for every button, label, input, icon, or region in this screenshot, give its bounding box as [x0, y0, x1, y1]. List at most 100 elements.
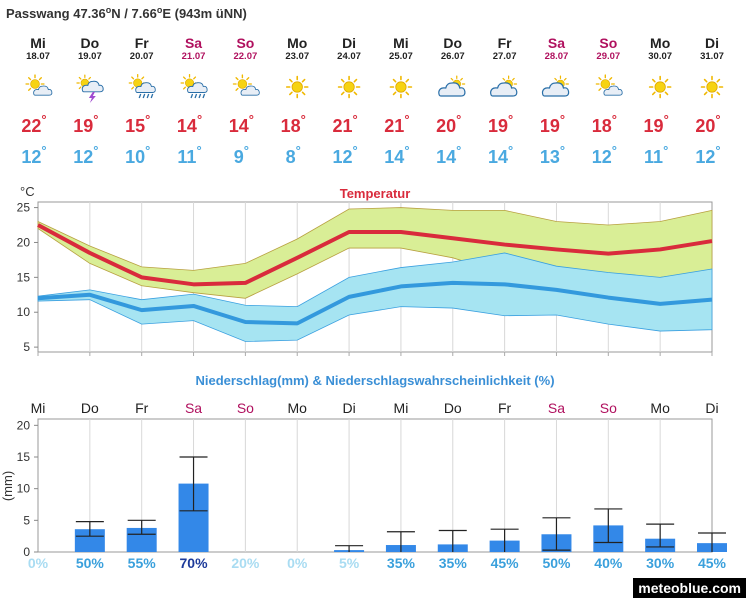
- precipitation-plot-area: [37, 418, 713, 553]
- precipitation-chart: Niederschlag(mm) & Niederschlagswahrsche…: [0, 373, 727, 571]
- day-date: 28.07: [545, 51, 569, 62]
- precipitation-tick-label: 15: [17, 450, 31, 464]
- day-date: 21.07: [182, 51, 206, 62]
- precipitation-probability: 45%: [491, 555, 520, 571]
- max-temp: 19°: [73, 112, 98, 136]
- precipitation-error-bar: [542, 517, 571, 551]
- min-temperature-line: [37, 280, 713, 326]
- precipitation-day-label: So: [600, 400, 617, 416]
- min-temp: 14°: [384, 143, 409, 167]
- max-temp: 14°: [229, 112, 254, 136]
- temperature-tick-label: 15: [17, 270, 31, 284]
- precipitation-tick-label: 20: [17, 418, 31, 432]
- precipitation-chart-title: Niederschlag(mm) & Niederschlagswahrsche…: [195, 373, 554, 388]
- min-temp: 13°: [540, 143, 565, 167]
- precipitation-day-label: Sa: [185, 400, 202, 416]
- cloud-icon: [490, 75, 518, 97]
- precipitation-probability: 5%: [339, 555, 360, 571]
- precipitation-day-label: Do: [81, 400, 99, 416]
- max-temp: 19°: [488, 112, 513, 136]
- sun-cloud-icon: [595, 74, 623, 96]
- min-temperature-band: [37, 252, 713, 342]
- min-temp: 9°: [234, 143, 249, 167]
- precipitation-probability: 50%: [76, 555, 105, 571]
- day-date: 18.07: [26, 51, 50, 62]
- precipitation-day-label: Fr: [498, 400, 512, 416]
- min-temp: 11°: [177, 143, 201, 167]
- cloud-icon: [541, 75, 570, 97]
- min-temp: 8°: [286, 143, 301, 167]
- day-name: Mo: [650, 35, 670, 51]
- precipitation-day-label: Sa: [548, 400, 565, 416]
- precipitation-probability: 30%: [646, 555, 675, 571]
- sun-icon: [285, 75, 309, 99]
- precipitation-error-bar: [698, 532, 726, 552]
- sun-cloud-icon: [232, 74, 260, 96]
- max-temp: 20°: [436, 112, 461, 136]
- precipitation-day-label: Fr: [135, 400, 149, 416]
- max-temp: 19°: [644, 112, 669, 136]
- day-name: Fr: [498, 35, 513, 51]
- precipitation-tick-label: 10: [17, 482, 31, 496]
- precipitation-day-label: Mo: [650, 400, 670, 416]
- precipitation-error-bar: [386, 531, 415, 552]
- day-date: 23.07: [285, 51, 309, 62]
- day-date: 25.07: [389, 51, 413, 62]
- day-name: Do: [443, 35, 462, 51]
- sun-cloud-icon: [25, 74, 53, 96]
- day-date: 29.07: [596, 51, 620, 62]
- day-name: Mo: [287, 35, 307, 51]
- precipitation-day-label: So: [237, 400, 254, 416]
- day-name: Fr: [135, 35, 150, 51]
- temperature-tick-label: 20: [17, 235, 31, 249]
- precipitation-day-label: Mi: [31, 400, 46, 416]
- precipitation-unit-label: (mm): [0, 471, 15, 501]
- day-date: 27.07: [493, 51, 517, 62]
- precipitation-day-label: Mi: [394, 400, 409, 416]
- temperature-tick-label: 25: [17, 201, 31, 215]
- min-temp: 12°: [73, 143, 98, 167]
- max-temp: 18°: [592, 112, 617, 136]
- precipitation-probability: 0%: [28, 555, 49, 571]
- max-temp: 15°: [125, 112, 150, 136]
- min-temp: 12°: [21, 143, 46, 167]
- temperature-chart: Temperatur °C 5 10 15 20 25: [17, 184, 713, 356]
- precipitation-probability: 20%: [231, 555, 260, 571]
- max-temp: 21°: [332, 112, 357, 136]
- meteoblue-brand[interactable]: meteoblue.com: [633, 578, 746, 598]
- day-date: 19.07: [78, 51, 102, 62]
- max-temp: 14°: [177, 112, 202, 136]
- sun-cloud-rain-icon: [180, 73, 208, 99]
- precipitation-error-bar: [179, 456, 208, 512]
- precipitation-probability: 40%: [594, 555, 623, 571]
- temperature-tick-label: 10: [17, 305, 31, 319]
- precipitation-error-bar: [438, 529, 467, 552]
- precipitation-probability: 50%: [542, 555, 571, 571]
- day-date: 30.07: [648, 51, 672, 62]
- precipitation-tick-label: 5: [23, 513, 30, 527]
- precipitation-tick-label: 0: [23, 545, 30, 559]
- cloud-icon: [438, 75, 466, 97]
- precipitation-probability: 55%: [128, 555, 157, 571]
- day-name: Do: [81, 35, 100, 51]
- day-name: Di: [705, 35, 719, 51]
- day-name: So: [236, 35, 254, 51]
- day-name: Sa: [548, 35, 565, 51]
- precipitation-error-bar: [594, 508, 623, 544]
- precipitation-day-label: Do: [444, 400, 462, 416]
- min-temp: 12°: [332, 143, 357, 167]
- precipitation-day-label: Mo: [288, 400, 308, 416]
- temperature-unit-label: °C: [20, 184, 35, 199]
- min-temp: 14°: [488, 143, 513, 167]
